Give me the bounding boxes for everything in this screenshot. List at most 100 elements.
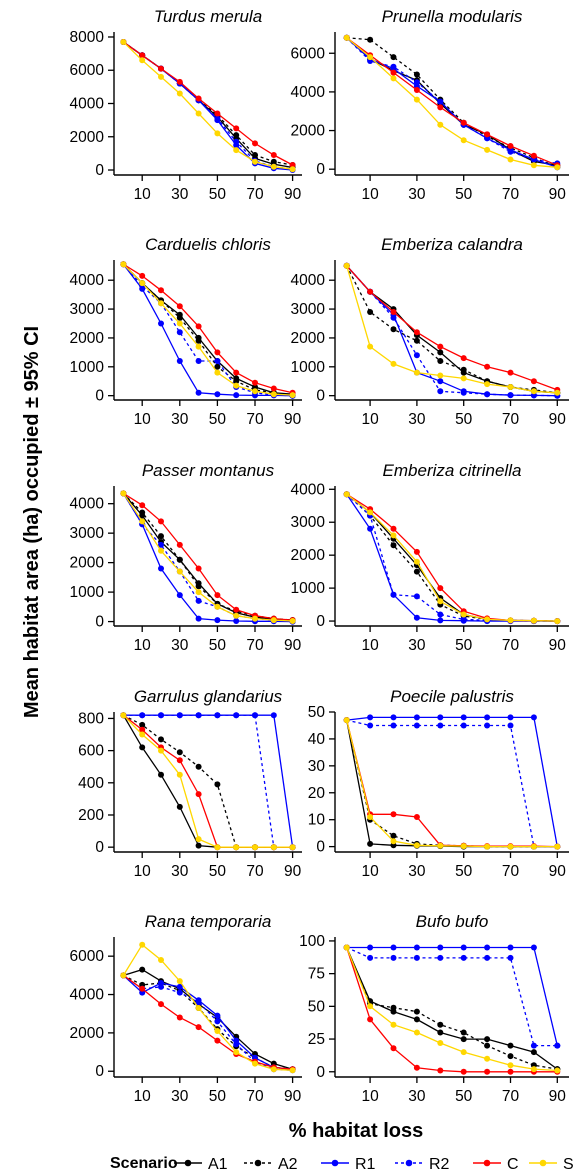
- series-line: [346, 947, 558, 1072]
- series-line: [122, 263, 293, 395]
- legend-swatch-point: [539, 1159, 547, 1167]
- data-point: [139, 726, 146, 733]
- data-point: [413, 714, 420, 721]
- y-tick-label: 100: [299, 933, 325, 950]
- data-point: [214, 617, 221, 624]
- data-point: [437, 1021, 444, 1028]
- x-tick-label: 50: [209, 637, 227, 654]
- data-point: [367, 714, 374, 721]
- legend-label: S: [563, 1156, 574, 1173]
- data-point: [195, 565, 202, 572]
- data-point: [507, 954, 514, 961]
- data-point: [437, 598, 444, 605]
- data-point: [413, 329, 420, 336]
- data-point: [413, 71, 420, 78]
- y-tick-label: 400: [78, 775, 104, 792]
- data-point: [120, 261, 127, 268]
- x-tick-label: 10: [134, 411, 152, 428]
- x-tick-label: 50: [209, 411, 227, 428]
- data-point: [437, 372, 444, 379]
- series-line: [122, 263, 293, 397]
- data-point: [484, 954, 491, 961]
- data-point: [176, 556, 183, 563]
- y-tick-label: 2000: [70, 555, 105, 572]
- y-tick-label: 30: [308, 758, 326, 775]
- series-line: [346, 37, 558, 168]
- data-point: [120, 972, 127, 979]
- data-point: [507, 156, 514, 163]
- data-point: [530, 1066, 537, 1073]
- data-point: [390, 360, 397, 367]
- y-tick-label: 2000: [70, 330, 105, 347]
- data-point: [233, 125, 240, 132]
- y-tick-label: 200: [78, 807, 104, 824]
- data-point: [252, 152, 258, 158]
- series-line: [123, 974, 293, 1070]
- series-line: [346, 719, 558, 848]
- data-point: [437, 1040, 444, 1046]
- y-tick-label: 1000: [291, 580, 326, 597]
- data-point: [367, 54, 374, 61]
- data-point: [507, 1053, 514, 1060]
- series-line: [346, 946, 558, 1047]
- data-point: [176, 989, 183, 996]
- data-point: [367, 814, 374, 820]
- data-point: [158, 320, 164, 327]
- data-point: [390, 542, 397, 549]
- data-point: [252, 844, 258, 851]
- x-tick-label: 50: [455, 1088, 473, 1105]
- y-tick-label: 2000: [291, 123, 326, 140]
- y-tick-label: 3000: [291, 514, 326, 531]
- data-point: [507, 143, 514, 149]
- series-line: [123, 714, 293, 848]
- y-tick-label: 8000: [70, 29, 105, 46]
- data-point: [252, 388, 258, 395]
- data-point: [195, 1024, 202, 1031]
- y-tick-label: 800: [78, 710, 104, 727]
- x-tick-label: 10: [134, 186, 152, 203]
- data-point: [367, 954, 374, 961]
- y-tick-label: 40: [308, 731, 326, 748]
- data-point: [437, 611, 444, 618]
- y-tick-label: 0: [95, 162, 104, 179]
- data-point: [437, 714, 444, 721]
- data-point: [233, 612, 240, 619]
- series-r1: [343, 34, 561, 171]
- series-c: [120, 712, 296, 851]
- y-tick-label: 3000: [291, 301, 326, 318]
- data-point: [195, 589, 202, 596]
- legend-swatch-point: [405, 1159, 413, 1167]
- data-point: [390, 842, 397, 849]
- series-c: [120, 39, 296, 168]
- series-r2: [343, 34, 561, 167]
- data-point: [214, 130, 221, 137]
- data-point: [460, 611, 467, 618]
- data-point: [390, 75, 397, 82]
- x-tick-label: 30: [171, 637, 189, 654]
- data-point: [139, 57, 146, 64]
- series-a2: [120, 972, 296, 1073]
- data-point: [270, 712, 277, 719]
- data-point: [252, 140, 258, 147]
- series-s: [343, 944, 561, 1074]
- series-a2: [120, 490, 296, 624]
- data-point: [214, 844, 221, 851]
- data-point: [176, 568, 183, 575]
- y-tick-label: 0: [95, 614, 104, 631]
- data-point: [176, 314, 183, 321]
- data-point: [120, 490, 127, 497]
- data-point: [437, 617, 444, 624]
- data-point: [195, 999, 202, 1006]
- y-tick-label: 0: [316, 839, 325, 856]
- data-point: [233, 712, 240, 719]
- y-tick-label: 25: [308, 1031, 325, 1048]
- series-line: [346, 719, 558, 848]
- data-point: [460, 1068, 467, 1075]
- x-tick-label: 90: [284, 186, 302, 203]
- data-point: [195, 323, 202, 330]
- series-line: [346, 265, 558, 397]
- y-tick-label: 10: [308, 812, 326, 829]
- data-point: [214, 349, 221, 356]
- panel-title: Emberiza calandra: [381, 235, 523, 254]
- legend-swatch-point: [483, 1159, 491, 1167]
